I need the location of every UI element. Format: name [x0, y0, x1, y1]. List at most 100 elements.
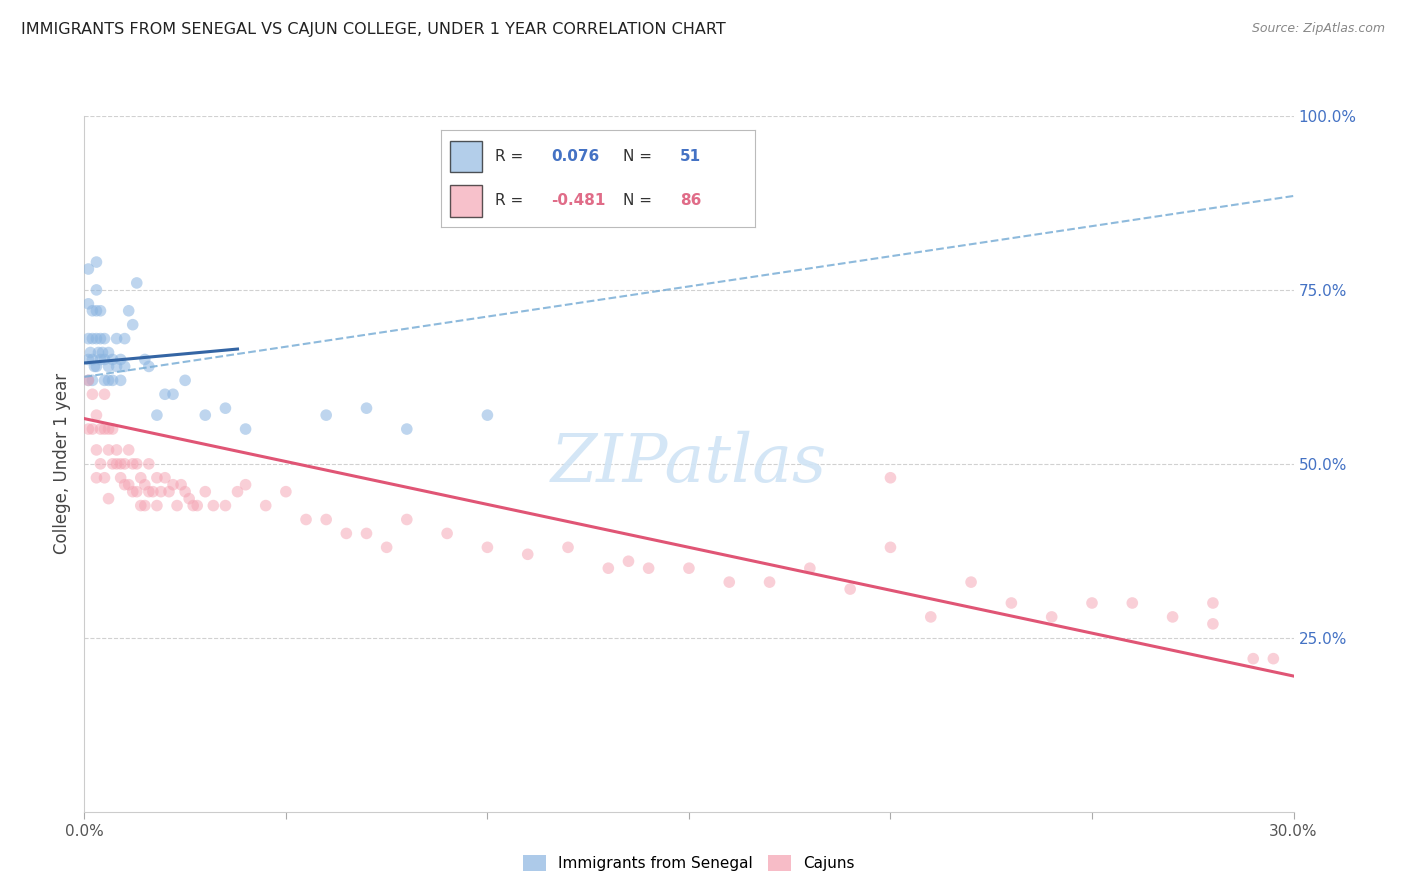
Point	[274, 484, 297, 499]
Point	[114, 477, 136, 491]
Point	[395, 512, 418, 526]
Point	[77, 262, 100, 277]
Point	[1040, 610, 1063, 624]
Point	[214, 499, 236, 513]
Point	[77, 352, 100, 367]
Point	[395, 422, 418, 436]
Point	[960, 575, 983, 590]
Point	[157, 484, 180, 499]
Point	[118, 477, 141, 491]
Point	[105, 359, 128, 374]
Point	[105, 442, 128, 457]
Point	[335, 526, 357, 541]
Point	[557, 541, 579, 555]
Point	[356, 401, 378, 416]
Point	[125, 484, 148, 499]
Legend: Immigrants from Senegal, Cajuns: Immigrants from Senegal, Cajuns	[517, 849, 860, 877]
Point	[194, 484, 217, 499]
Point	[315, 512, 337, 526]
Point	[105, 457, 128, 471]
Point	[181, 499, 204, 513]
Point	[170, 477, 193, 491]
Point	[82, 332, 104, 346]
Text: ZIPatlas: ZIPatlas	[551, 431, 827, 497]
Point	[134, 477, 156, 491]
Point	[678, 561, 700, 575]
Point	[125, 457, 148, 471]
Point	[101, 373, 124, 387]
Point	[186, 499, 208, 513]
Point	[86, 471, 108, 485]
Point	[86, 359, 108, 374]
Point	[1263, 651, 1285, 665]
Point	[1000, 596, 1022, 610]
Text: IMMIGRANTS FROM SENEGAL VS CAJUN COLLEGE, UNDER 1 YEAR CORRELATION CHART: IMMIGRANTS FROM SENEGAL VS CAJUN COLLEGE…	[21, 22, 725, 37]
Y-axis label: College, Under 1 year: College, Under 1 year	[53, 373, 72, 555]
Point	[82, 303, 104, 318]
Point	[77, 332, 100, 346]
Point	[356, 526, 378, 541]
Point	[110, 457, 132, 471]
Point	[77, 422, 100, 436]
Point	[153, 471, 176, 485]
Point	[121, 457, 143, 471]
Point	[82, 373, 104, 387]
Point	[89, 303, 111, 318]
Point	[202, 499, 225, 513]
Point	[134, 499, 156, 513]
Point	[110, 471, 132, 485]
Point	[315, 408, 337, 422]
Point	[82, 352, 104, 367]
Point	[839, 582, 862, 596]
Point	[1121, 596, 1143, 610]
Point	[86, 303, 108, 318]
Point	[375, 541, 398, 555]
Point	[162, 387, 184, 401]
Point	[146, 499, 169, 513]
Point	[77, 373, 100, 387]
Point	[879, 541, 901, 555]
Point	[235, 422, 257, 436]
Point	[758, 575, 780, 590]
Point	[174, 373, 197, 387]
Point	[920, 610, 942, 624]
Point	[477, 408, 499, 422]
Point	[93, 332, 115, 346]
Point	[101, 457, 124, 471]
Point	[1161, 610, 1184, 624]
Point	[174, 484, 197, 499]
Point	[226, 484, 249, 499]
Point	[93, 422, 115, 436]
Point	[86, 255, 108, 269]
Point	[97, 359, 120, 374]
Point	[79, 345, 101, 359]
Point	[93, 471, 115, 485]
Point	[121, 484, 143, 499]
Point	[799, 561, 821, 575]
Point	[105, 332, 128, 346]
Point	[436, 526, 458, 541]
Point	[114, 332, 136, 346]
Point	[1202, 596, 1225, 610]
Point	[97, 373, 120, 387]
Point	[89, 352, 111, 367]
Point	[93, 352, 115, 367]
Point	[166, 499, 188, 513]
Point	[516, 547, 538, 561]
Point	[82, 422, 104, 436]
Point	[110, 352, 132, 367]
Point	[125, 276, 148, 290]
Point	[97, 345, 120, 359]
Point	[97, 422, 120, 436]
Point	[134, 352, 156, 367]
Point	[110, 373, 132, 387]
Point	[89, 332, 111, 346]
Point	[86, 332, 108, 346]
Point	[101, 422, 124, 436]
Point	[129, 499, 152, 513]
Point	[194, 408, 217, 422]
Point	[91, 345, 114, 359]
Point	[142, 484, 165, 499]
Point	[214, 401, 236, 416]
Point	[101, 352, 124, 367]
